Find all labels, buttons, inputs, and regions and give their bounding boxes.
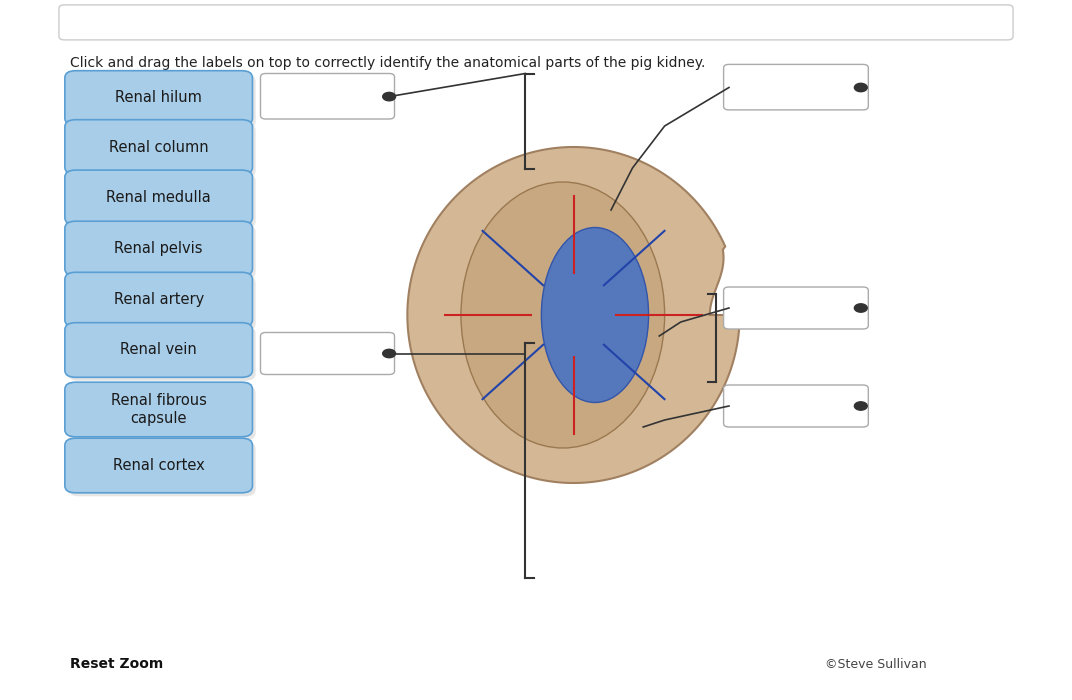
Text: Renal artery: Renal artery: [114, 292, 204, 307]
FancyBboxPatch shape: [69, 225, 255, 279]
FancyBboxPatch shape: [64, 120, 253, 174]
Text: Renal column: Renal column: [109, 139, 208, 155]
FancyBboxPatch shape: [69, 442, 255, 496]
FancyBboxPatch shape: [64, 71, 253, 125]
Text: Renal pelvis: Renal pelvis: [115, 241, 203, 256]
FancyBboxPatch shape: [724, 287, 868, 329]
Circle shape: [383, 349, 396, 358]
FancyBboxPatch shape: [64, 221, 253, 276]
Text: ©Steve Sullivan: ©Steve Sullivan: [825, 657, 927, 671]
Text: Renal cortex: Renal cortex: [113, 458, 205, 473]
FancyBboxPatch shape: [64, 170, 253, 225]
FancyBboxPatch shape: [724, 385, 868, 427]
Text: Renal fibrous
capsule: Renal fibrous capsule: [110, 393, 207, 426]
PathPatch shape: [407, 147, 740, 483]
FancyBboxPatch shape: [260, 74, 394, 119]
FancyBboxPatch shape: [724, 64, 868, 110]
Text: Renal medulla: Renal medulla: [106, 190, 211, 205]
FancyBboxPatch shape: [59, 5, 1013, 40]
Text: Renal vein: Renal vein: [120, 342, 197, 358]
FancyBboxPatch shape: [64, 438, 253, 493]
Text: Renal hilum: Renal hilum: [115, 90, 203, 106]
FancyBboxPatch shape: [69, 174, 255, 228]
Circle shape: [383, 92, 396, 101]
FancyBboxPatch shape: [69, 74, 255, 129]
Text: Click and drag the labels on top to correctly identify the anatomical parts of t: Click and drag the labels on top to corr…: [70, 56, 705, 70]
FancyBboxPatch shape: [69, 326, 255, 381]
FancyBboxPatch shape: [260, 332, 394, 375]
FancyBboxPatch shape: [69, 386, 255, 440]
FancyBboxPatch shape: [64, 272, 253, 327]
FancyBboxPatch shape: [69, 123, 255, 178]
FancyBboxPatch shape: [69, 276, 255, 330]
Circle shape: [854, 83, 867, 92]
Ellipse shape: [461, 182, 665, 448]
Circle shape: [854, 304, 867, 312]
Circle shape: [854, 402, 867, 410]
FancyBboxPatch shape: [64, 323, 253, 377]
Text: Reset Zoom: Reset Zoom: [70, 657, 163, 671]
FancyBboxPatch shape: [64, 382, 253, 437]
Ellipse shape: [541, 228, 649, 402]
